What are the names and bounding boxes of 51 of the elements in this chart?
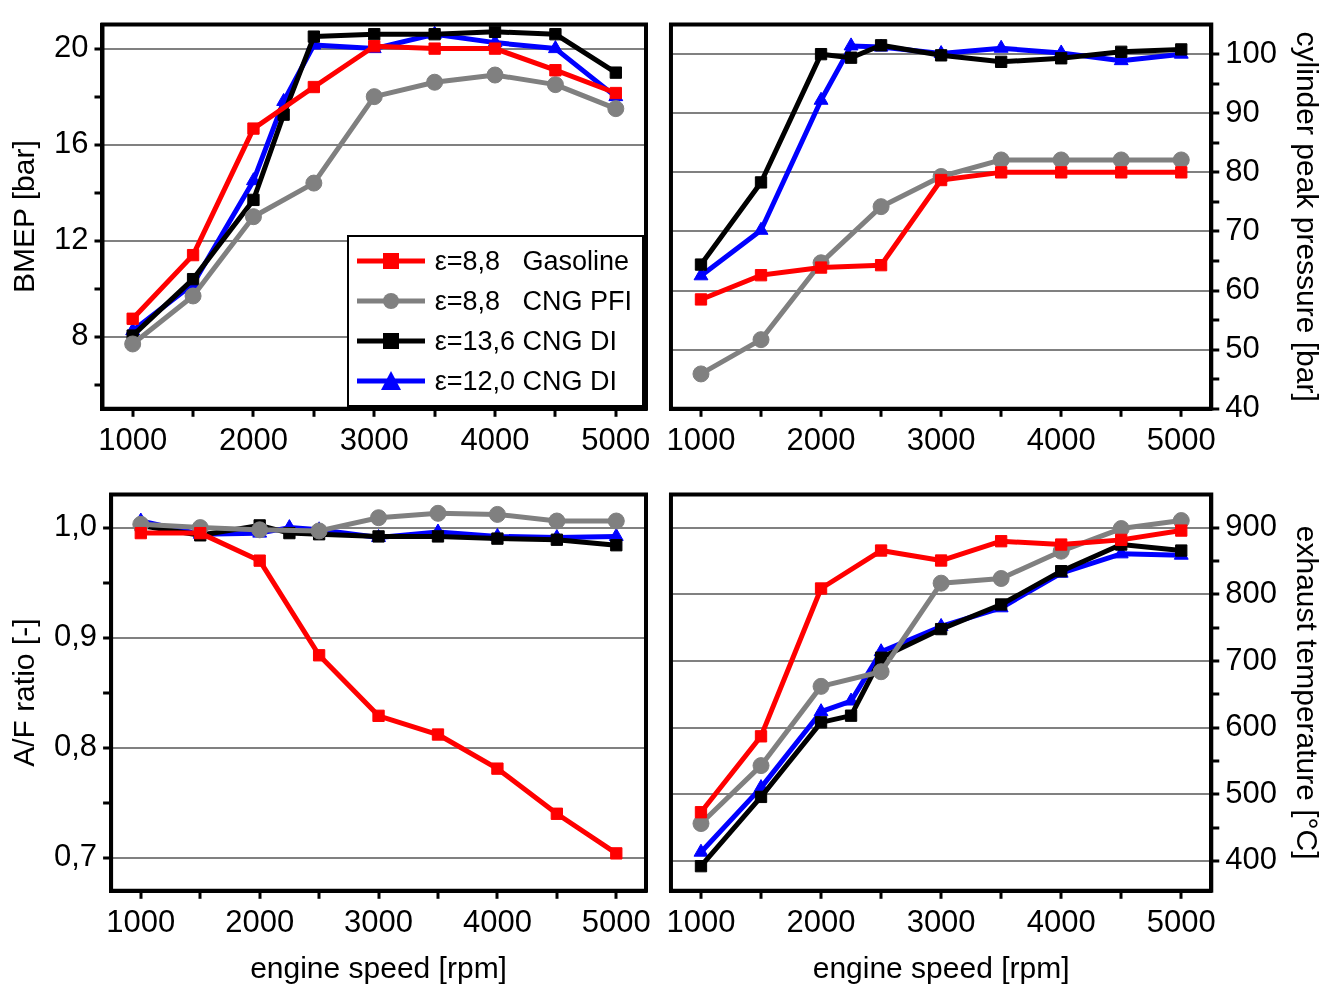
- x-tick-label: 5000: [581, 903, 651, 939]
- y-tick-label: 1,0: [53, 508, 98, 544]
- x-tick-label: 1000: [666, 421, 736, 457]
- x-tick-label: 1000: [666, 903, 736, 939]
- x-tick-label: 5000: [1146, 903, 1216, 939]
- x-tick-label: 4000: [1026, 421, 1096, 457]
- legend-label: ε=12,0 CNG DI: [434, 364, 617, 398]
- y2-tick-label: 60: [1225, 271, 1260, 307]
- y-tick-label: 0,9: [53, 618, 98, 654]
- x-tick-label: 4000: [462, 903, 532, 939]
- y-tick-label: 8: [71, 317, 89, 353]
- x-tick-label: 3000: [906, 903, 976, 939]
- y2-axis-title: exhaust temperature [°C]: [1290, 525, 1324, 860]
- x-tick-label: 5000: [581, 421, 651, 457]
- x-tick-label: 1000: [106, 903, 176, 939]
- x-tick-label: 4000: [1026, 903, 1096, 939]
- x-tick-label: 3000: [344, 903, 414, 939]
- y2-axis-title: cylinder peak pressure [bar]: [1290, 31, 1324, 402]
- y2-tick-label: 700: [1225, 641, 1278, 677]
- x-axis-title: engine speed [rpm]: [812, 951, 1070, 985]
- legend-label: ε=8,8 Gasoline: [434, 244, 630, 278]
- y2-tick-label: 900: [1225, 508, 1278, 544]
- y-axis-title: BMEP [bar]: [7, 140, 41, 294]
- y2-tick-label: 80: [1225, 152, 1260, 188]
- y2-tick-label: 800: [1225, 575, 1278, 611]
- y2-tick-label: 50: [1225, 330, 1260, 366]
- x-tick-label: 5000: [1146, 421, 1216, 457]
- x-tick-label: 2000: [786, 421, 856, 457]
- y2-tick-label: 70: [1225, 212, 1260, 248]
- x-tick-label: 2000: [225, 903, 295, 939]
- x-tick-label: 2000: [786, 903, 856, 939]
- x-tick-label: 1000: [98, 421, 168, 457]
- y-tick-label: 16: [54, 125, 89, 161]
- y2-tick-label: 500: [1225, 774, 1278, 810]
- y2-tick-label: 90: [1225, 93, 1260, 129]
- x-tick-label: 3000: [906, 421, 976, 457]
- y2-tick-label: 400: [1225, 841, 1278, 877]
- y-tick-label: 20: [54, 29, 89, 65]
- y-tick-label: 0,8: [53, 728, 98, 764]
- y2-tick-label: 100: [1225, 34, 1278, 70]
- y-tick-label: 12: [54, 221, 89, 257]
- x-tick-label: 2000: [218, 421, 288, 457]
- x-axis-title: engine speed [rpm]: [250, 951, 507, 985]
- y-axis-title: A/F ratio [-]: [7, 618, 41, 767]
- x-tick-label: 3000: [339, 421, 409, 457]
- y2-tick-label: 40: [1225, 389, 1260, 425]
- y2-tick-label: 600: [1225, 708, 1278, 744]
- y-tick-label: 0,7: [53, 838, 98, 874]
- x-tick-label: 4000: [460, 421, 530, 457]
- legend-label: ε=13,6 CNG DI: [434, 324, 617, 358]
- legend-label: ε=8,8 CNG PFI: [434, 284, 632, 318]
